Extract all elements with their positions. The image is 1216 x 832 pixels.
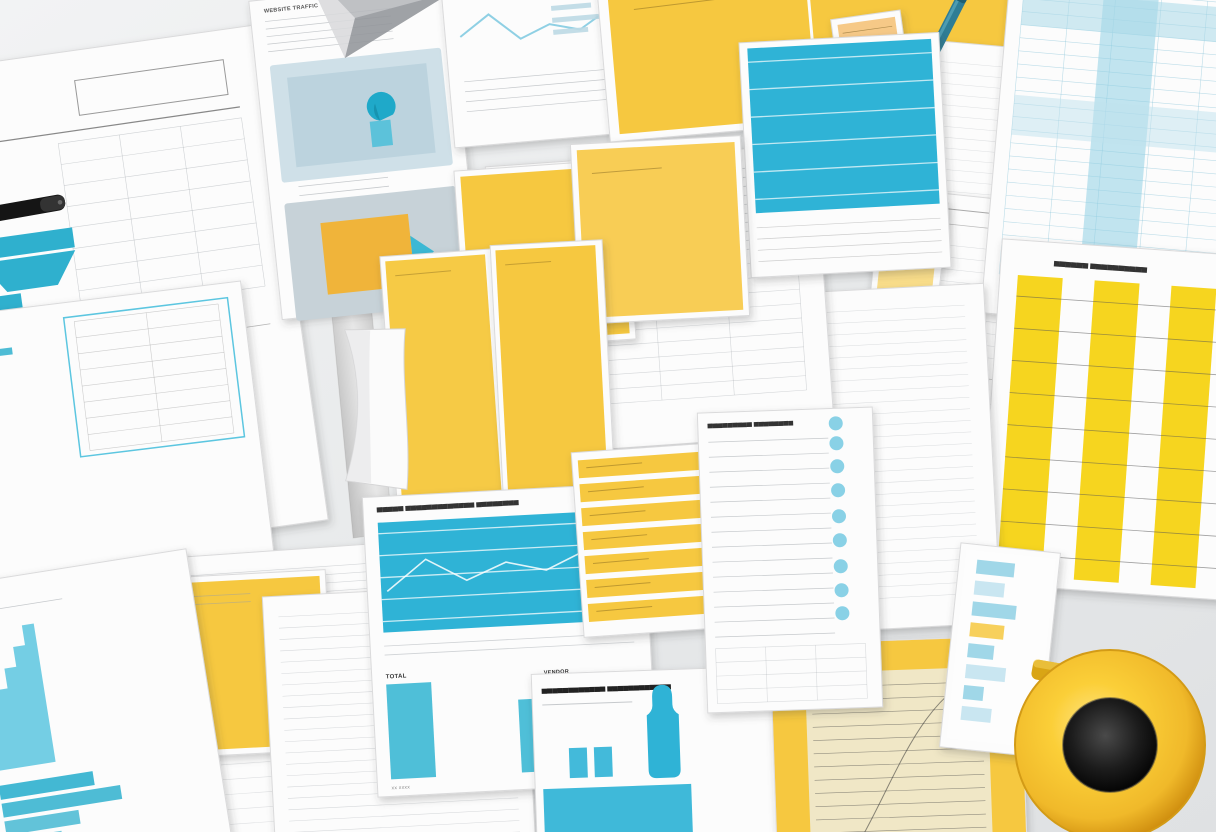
svg-text:TOTAL: TOTAL	[386, 673, 407, 680]
svg-text:xx xxxx: xx xxxx	[391, 784, 410, 791]
